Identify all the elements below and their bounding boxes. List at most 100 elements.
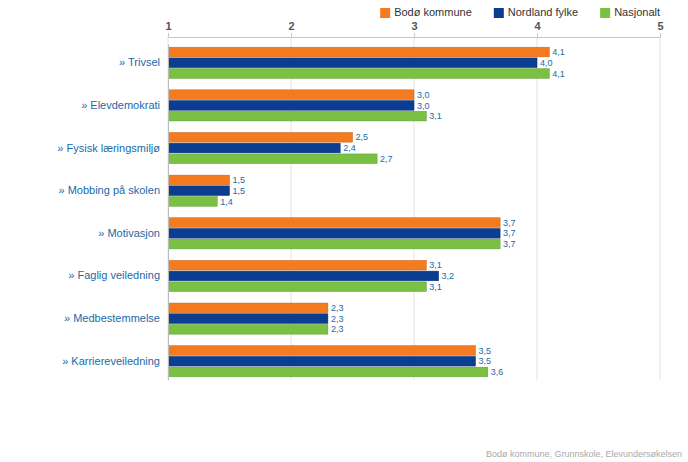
data-label: 3,1 xyxy=(429,282,442,292)
data-label: 3,5 xyxy=(479,346,492,356)
x-tick-mark xyxy=(414,33,415,37)
x-tick: 5 xyxy=(657,20,663,37)
x-tick: 3 xyxy=(411,20,417,37)
y-tick-label: » Trivsel xyxy=(119,56,160,68)
legend-label: Nordland fylke xyxy=(508,6,578,18)
x-tick-mark xyxy=(168,33,169,37)
data-label: 2,7 xyxy=(380,154,393,164)
bar xyxy=(168,303,328,313)
data-label: 4,1 xyxy=(552,69,565,79)
data-label: 3,7 xyxy=(503,228,516,238)
y-tick: » Trivsel xyxy=(119,56,160,68)
bar xyxy=(168,356,476,366)
x-tick-mark xyxy=(537,33,538,37)
x-tick-label: 5 xyxy=(657,20,663,32)
bar xyxy=(168,324,328,334)
data-label: 3,6 xyxy=(491,367,504,377)
data-label: 1,4 xyxy=(220,197,233,207)
bar xyxy=(168,69,549,79)
data-label: 2,4 xyxy=(343,143,356,153)
bar xyxy=(168,143,340,153)
bar xyxy=(168,132,353,142)
data-label: 3,7 xyxy=(503,239,516,249)
bar xyxy=(168,239,500,249)
legend-swatch xyxy=(600,8,610,18)
bar xyxy=(168,367,488,377)
y-tick: » Motivasjon xyxy=(98,227,160,239)
data-label: 4,1 xyxy=(552,47,565,57)
data-label: 3,1 xyxy=(429,260,442,270)
x-tick-mark xyxy=(291,33,292,37)
bar xyxy=(168,186,230,196)
bar xyxy=(168,58,537,68)
y-tick-label: » Fysisk læringsmiljø xyxy=(57,142,160,154)
bar xyxy=(168,260,426,270)
bar xyxy=(168,282,426,292)
data-labels: 4,13,02,51,53,73,12,33,54,03,02,41,53,73… xyxy=(220,47,565,377)
legend-swatch xyxy=(494,8,504,18)
bar xyxy=(168,47,549,57)
legend-label: Nasjonalt xyxy=(614,6,660,18)
x-tick-label: 1 xyxy=(165,20,171,32)
grid-line xyxy=(537,37,538,380)
bar xyxy=(168,346,476,356)
y-tick-label: » Mobbing på skolen xyxy=(58,184,160,196)
data-label: 2,3 xyxy=(331,324,344,334)
data-label: 3,0 xyxy=(417,101,430,111)
bar xyxy=(168,175,230,185)
data-label: 2,3 xyxy=(331,303,344,313)
bars xyxy=(168,47,549,377)
grid-line xyxy=(414,37,415,380)
legend-swatch xyxy=(380,8,390,18)
legend: Bodø kommune Nordland fylke Nasjonalt xyxy=(380,6,660,18)
x-tick: 4 xyxy=(534,20,541,37)
y-tick-label: » Karriereveiledning xyxy=(62,355,160,367)
source-note: Bodø kommune, Grunnskole, Elevundersøkel… xyxy=(486,449,682,459)
x-axis: 1 2 3 4 5 xyxy=(165,20,663,38)
bar xyxy=(168,314,328,324)
x-tick-mark xyxy=(660,33,661,37)
x-axis-line xyxy=(169,33,661,38)
grid-line xyxy=(168,37,169,380)
grid xyxy=(168,37,660,380)
y-tick: » Faglig veiledning xyxy=(68,269,160,281)
y-tick: » Karriereveiledning xyxy=(62,355,160,367)
y-tick-label: » Medbestemmelse xyxy=(64,312,160,324)
bar xyxy=(168,101,414,111)
y-axis: » Trivsel » Elevdemokrati » Fysisk lærings… xyxy=(57,45,168,381)
data-label: 3,0 xyxy=(417,90,430,100)
legend-item: Nordland fylke xyxy=(494,6,578,18)
data-label: 1,5 xyxy=(233,186,246,196)
legend-item: Nasjonalt xyxy=(600,6,660,18)
x-tick-label: 4 xyxy=(534,20,541,32)
data-label: 2,3 xyxy=(331,314,344,324)
y-tick: » Fysisk læringsmiljø xyxy=(57,142,160,154)
chart: 1 2 3 4 5 4,1 3,0 2,5 1,5 3,7 3,1 2,3 3,5 4,0 3,0 2,4 1,… xyxy=(0,0,688,462)
y-tick-label: » Motivasjon xyxy=(98,227,160,239)
bar xyxy=(168,90,414,100)
bar xyxy=(168,228,500,238)
bar xyxy=(168,218,500,228)
legend-label: Bodø kommune xyxy=(394,6,472,18)
data-label: 3,2 xyxy=(442,271,455,281)
bar xyxy=(168,197,217,207)
bar xyxy=(168,154,377,164)
data-label: 2,5 xyxy=(356,132,369,142)
data-label: 3,7 xyxy=(503,218,516,228)
plot: 1 2 3 4 5 4,1 3,0 2,5 1,5 3,7 3,1 2,3 3,5 4,0 3,0 2,4 1,… xyxy=(57,20,663,381)
y-tick-label: » Elevdemokrati xyxy=(81,99,160,111)
y-tick: » Mobbing på skolen xyxy=(58,184,160,196)
y-tick-label: » Faglig veiledning xyxy=(68,269,160,281)
y-axis-line xyxy=(168,45,169,381)
grid-line xyxy=(660,37,661,380)
x-tick: 2 xyxy=(288,20,294,37)
bar xyxy=(168,111,426,121)
y-tick: » Elevdemokrati xyxy=(81,99,160,111)
data-label: 1,5 xyxy=(233,175,246,185)
data-label: 3,1 xyxy=(429,111,442,121)
data-label: 4,0 xyxy=(540,58,553,68)
x-tick: 1 xyxy=(165,20,171,37)
x-tick-label: 2 xyxy=(288,20,294,32)
x-tick-label: 3 xyxy=(411,20,417,32)
data-label: 3,5 xyxy=(479,356,492,366)
